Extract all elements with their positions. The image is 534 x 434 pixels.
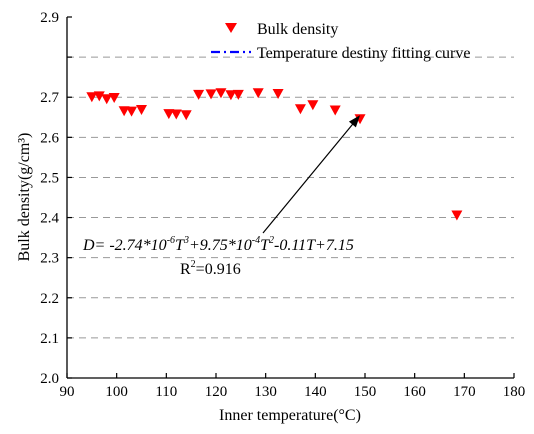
y-tick-label: 2.7 [40, 90, 59, 106]
data-point [272, 89, 284, 100]
data-point [180, 110, 192, 121]
data-point [93, 91, 105, 102]
data-point [329, 105, 341, 116]
legend: Bulk density Temperature destiny fitting… [211, 21, 470, 62]
axes [66, 16, 515, 379]
legend-label-bulk-density: Bulk density [257, 21, 338, 38]
data-point [225, 90, 237, 101]
r-squared: R2=0.916 [180, 259, 241, 278]
y-tick-label: 2.5 [40, 170, 59, 186]
legend-label-fitting-curve: Temperature destiny fitting curve [257, 45, 470, 62]
x-tick-label: 180 [503, 384, 526, 400]
x-tick-label: 100 [105, 384, 128, 400]
data-point [307, 100, 319, 111]
data-point [126, 106, 138, 117]
fit-equation: D= -2.74*10-6T3+9.75*10-4T2-0.11T+7.15 [82, 235, 354, 254]
annotation-arrow [262, 122, 355, 234]
y-tick-label: 2.0 [40, 371, 59, 387]
data-point [170, 109, 182, 120]
data-point [294, 104, 306, 115]
data-point [252, 88, 264, 99]
y-tick-label: 2.1 [40, 331, 59, 347]
x-tick-label: 150 [354, 384, 377, 400]
x-tick-label: 130 [254, 384, 277, 400]
x-tick-label: 120 [205, 384, 228, 400]
x-axis-title: Inner temperature(°C) [219, 407, 361, 424]
x-tick-label: 140 [304, 384, 327, 400]
data-point [118, 106, 130, 117]
x-tick-label: 90 [60, 384, 75, 400]
tick-labels: 90 100 110 120 130 140 150 160 170 180 2.0 2.1 2.2 2.… [40, 10, 525, 400]
y-tick-label: 2.3 [40, 251, 59, 267]
data-point [451, 210, 463, 221]
y-axis-title: Bulk density(g/cm³) [16, 133, 33, 262]
gridlines [67, 56, 514, 339]
data-point [86, 92, 98, 103]
y-tick-label: 2.2 [40, 291, 59, 307]
data-point [215, 88, 227, 99]
y-tick-label: 2.9 [40, 10, 59, 26]
data-point [193, 89, 205, 100]
data-point [354, 114, 366, 125]
x-tick-label: 170 [453, 384, 476, 400]
equation-annotation: D= -2.74*10-6T3+9.75*10-4T2-0.11T+7.15 R… [82, 115, 361, 278]
annotation-arrowhead [348, 115, 361, 128]
x-tick-label: 110 [155, 384, 177, 400]
data-point [163, 109, 175, 120]
legend-marker-bulk-density [225, 23, 237, 33]
scatter-points-layer [86, 88, 463, 221]
data-point [108, 93, 120, 104]
data-point [101, 94, 113, 105]
data-point [205, 89, 217, 100]
data-point [232, 89, 244, 100]
x-tick-label: 160 [403, 384, 426, 400]
y-tick-label: 2.4 [40, 211, 59, 227]
y-tick-label: 2.6 [40, 130, 59, 146]
data-point [136, 105, 147, 116]
